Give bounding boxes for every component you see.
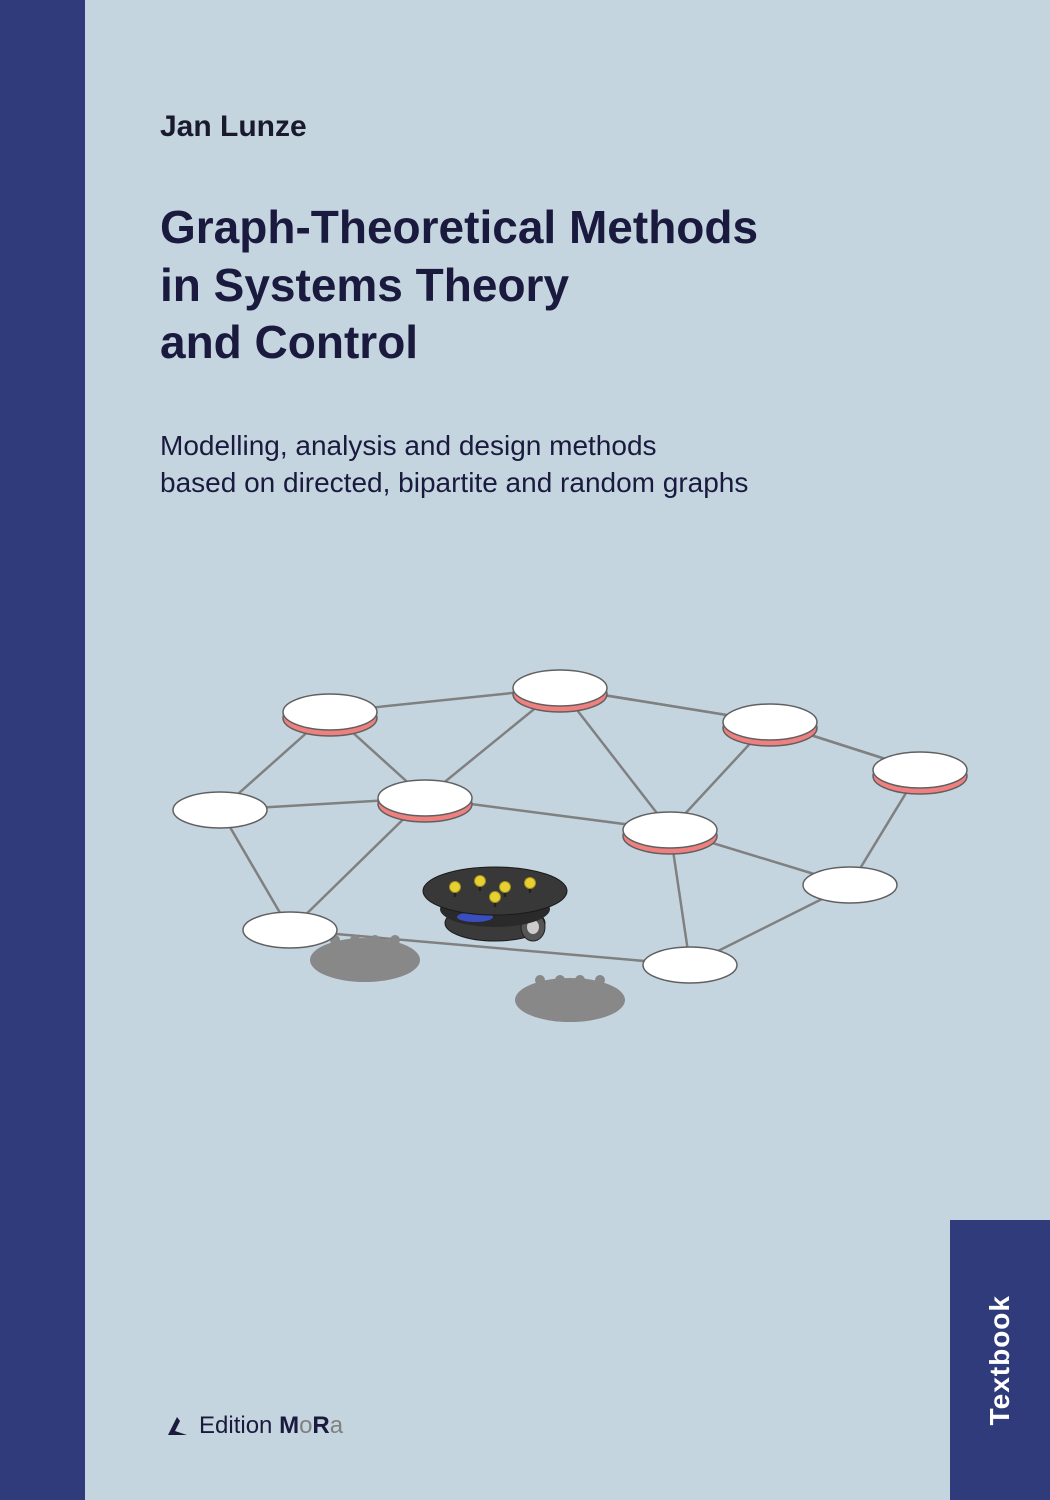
textbook-badge: Textbook [950, 1220, 1050, 1500]
book-cover: Jan Lunze Graph-Theoretical Methods in S… [0, 0, 1050, 1500]
book-subtitle: Modelling, analysis and design methods b… [160, 427, 990, 503]
publisher-r: R [312, 1412, 329, 1439]
publisher-prefix: Edition [199, 1412, 279, 1439]
publisher-block: Edition MoRa [165, 1412, 343, 1440]
subtitle-line-1: Modelling, analysis and design methods [160, 430, 657, 461]
spine-bar [0, 0, 85, 1500]
author-name: Jan Lunze [160, 110, 990, 144]
publisher-icon [165, 1413, 191, 1439]
book-title: Graph-Theoretical Methods in Systems The… [160, 199, 990, 372]
title-line-1: Graph-Theoretical Methods [160, 201, 758, 253]
subtitle-line-2: based on directed, bipartite and random … [160, 467, 748, 498]
publisher-a: a [330, 1412, 343, 1439]
title-line-2: in Systems Theory [160, 259, 569, 311]
network-diagram [130, 640, 980, 1070]
badge-label: Textbook [984, 1295, 1016, 1425]
publisher-o: o [299, 1412, 312, 1439]
publisher-m: M [279, 1412, 299, 1439]
publisher-text: Edition MoRa [199, 1412, 343, 1440]
title-line-3: and Control [160, 316, 418, 368]
